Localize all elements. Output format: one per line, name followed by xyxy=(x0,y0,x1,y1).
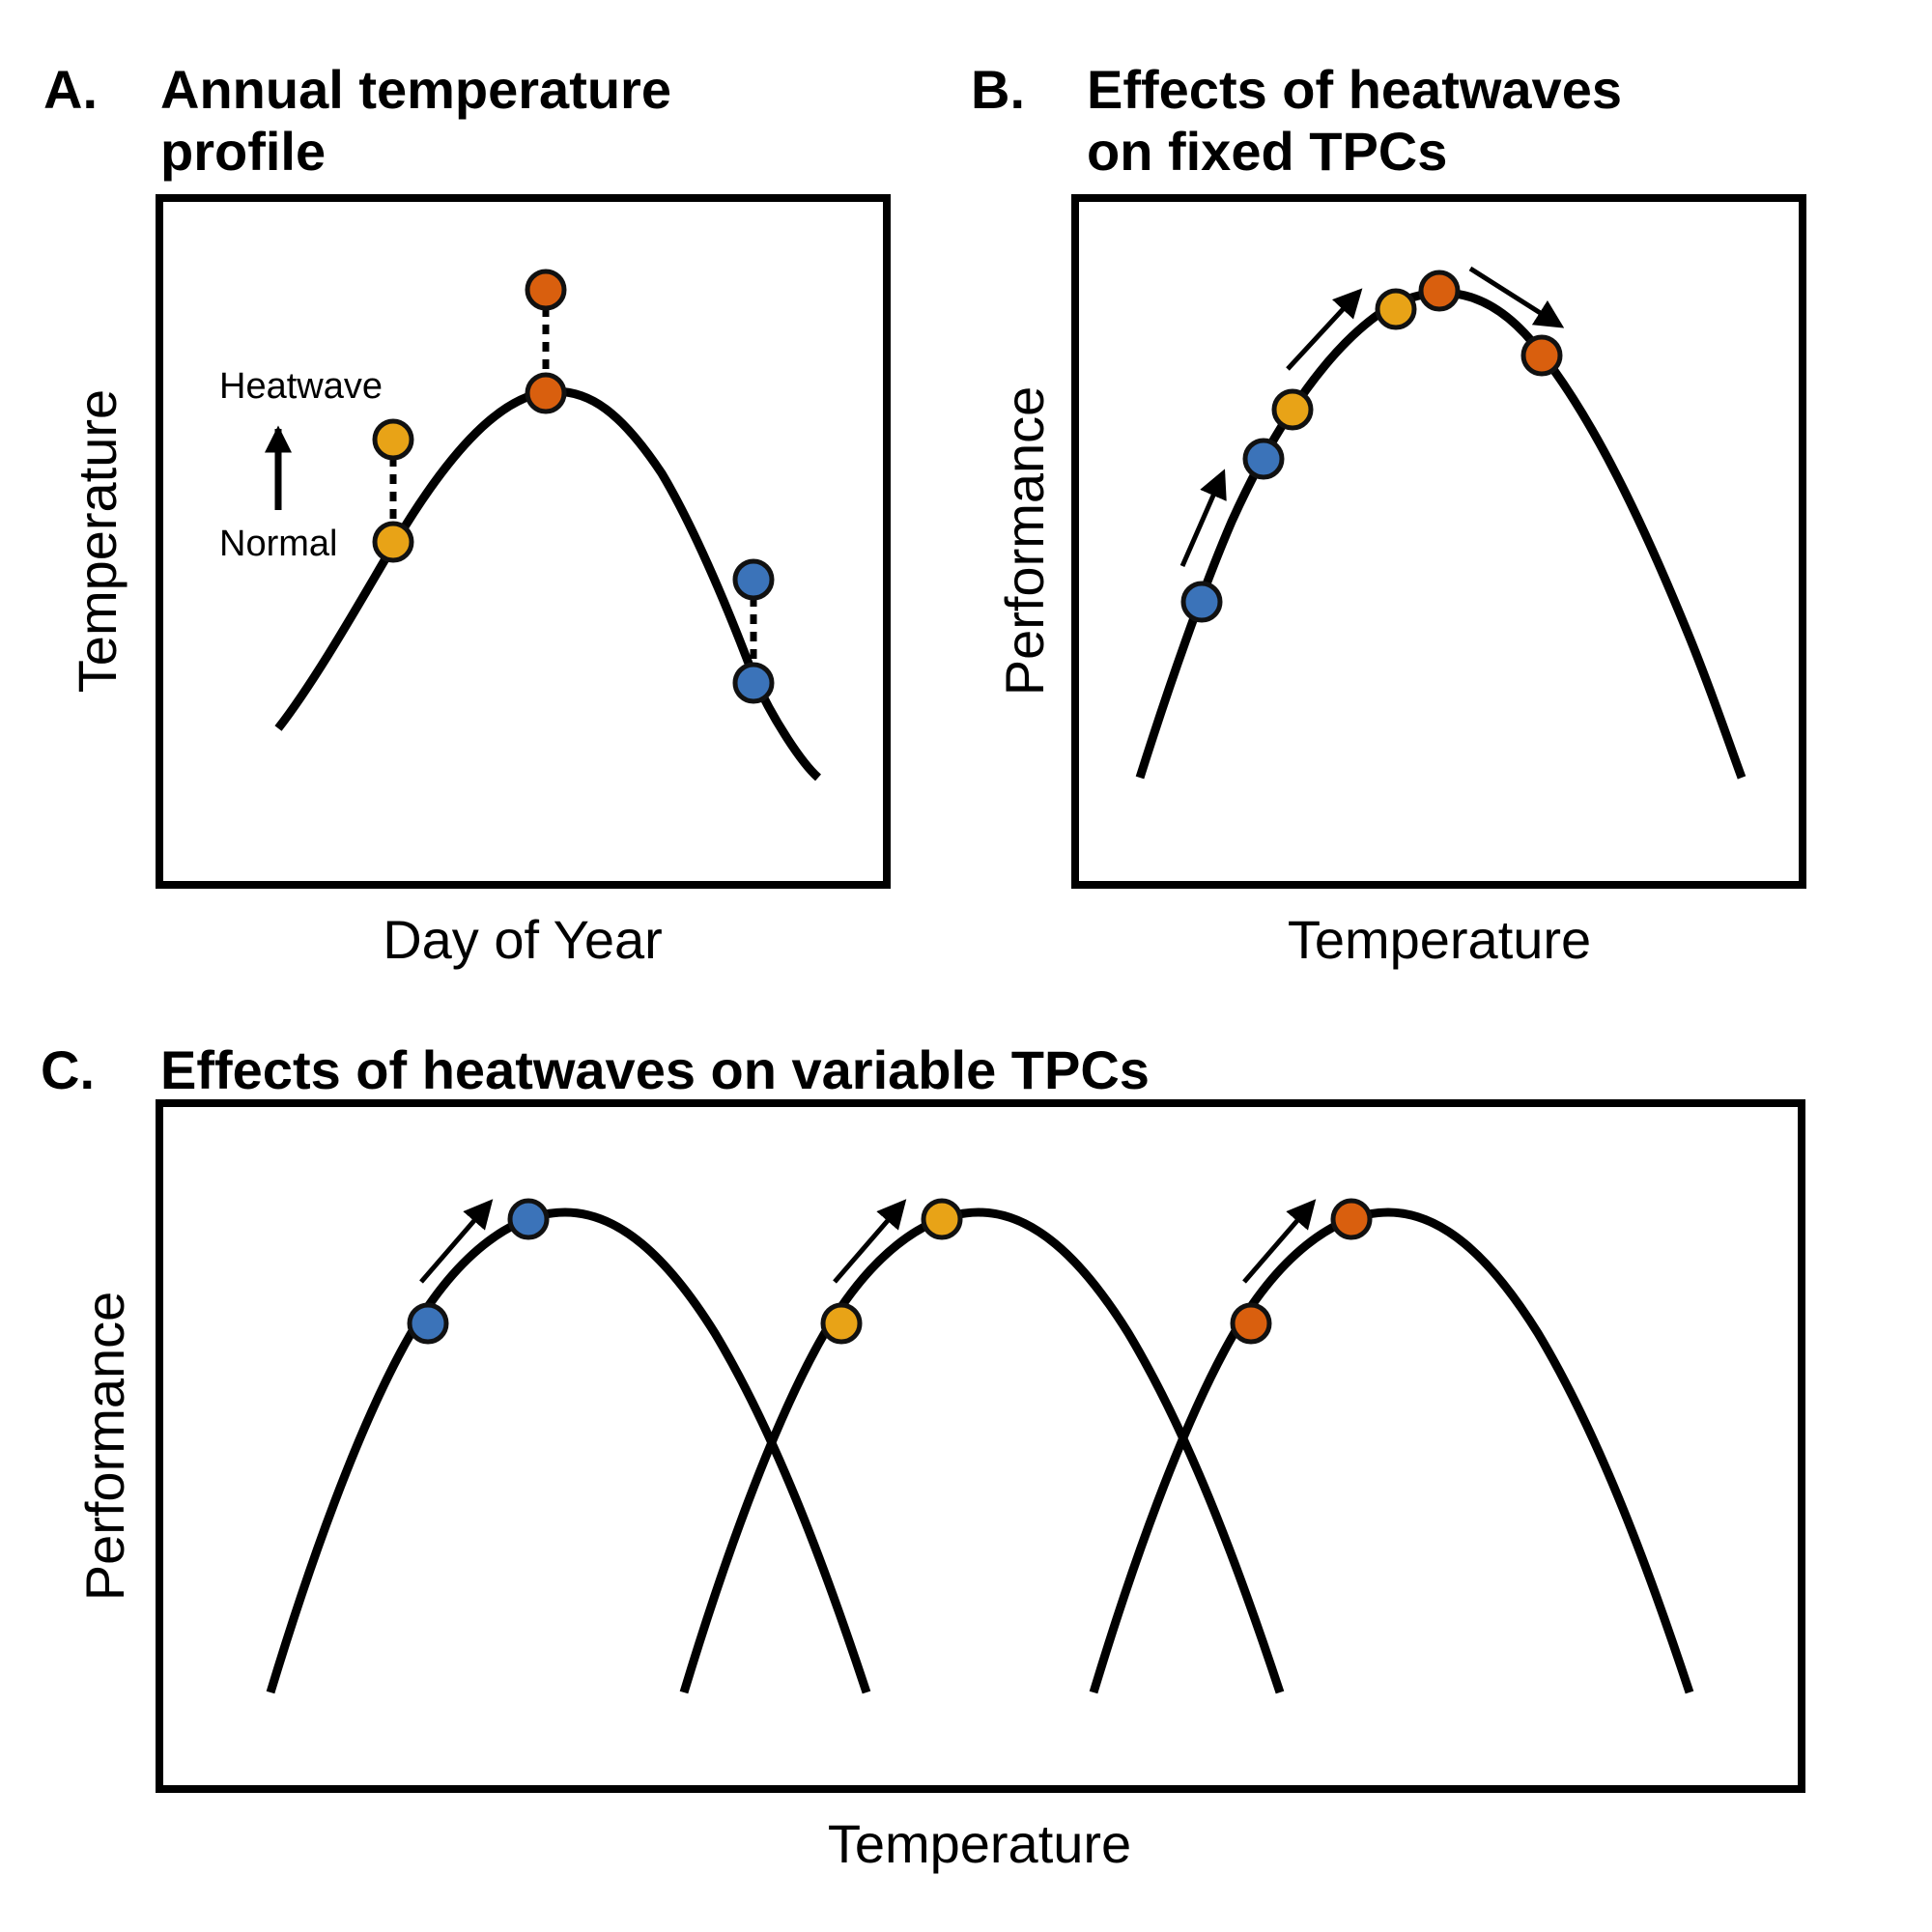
panel-c-letter: C. xyxy=(41,1039,95,1100)
panel-a-title-line2: profile xyxy=(160,121,326,182)
curve-3-heatwave-point xyxy=(1330,1198,1373,1240)
variable-tpc-curve-1 xyxy=(266,1208,871,1694)
panel-c-ylabel: Performance xyxy=(74,1292,135,1602)
panel-b-title-line1: Effects of heatwaves xyxy=(1087,59,1622,120)
panel-a-ylabel: Temperature xyxy=(67,389,128,693)
panel-c-xlabel: Temperature xyxy=(828,1813,1131,1874)
blue-heatwave-point xyxy=(1242,438,1285,480)
panel-a-frame xyxy=(156,194,891,889)
panel-b-title-line2: on fixed TPCs xyxy=(1087,121,1447,182)
panel-a-xlabel: Day of Year xyxy=(383,909,663,970)
legend-normal-label: Normal xyxy=(219,524,337,564)
orange-heatwave-point xyxy=(1520,334,1563,377)
panel-b-frame xyxy=(1071,194,1806,889)
curve-3-normal-point xyxy=(1230,1302,1272,1345)
variable-tpc-curve-3 xyxy=(1089,1208,1694,1694)
blue-normal-point xyxy=(1180,581,1223,623)
spring-heatwave-point xyxy=(372,418,414,461)
panel-b-ylabel: Performance xyxy=(994,386,1055,696)
variable-tpc-curve-2 xyxy=(679,1208,1285,1694)
panel-b-xlabel: Temperature xyxy=(1288,909,1591,970)
yellow-heatwave-point xyxy=(1375,288,1417,330)
panel-b: B. Effects of heatwaves on fixed TPCs Pe… xyxy=(971,59,1806,970)
curve-3-shift-arrow xyxy=(1242,1199,1317,1284)
panel-a: A. Annual temperature profile Temperatur… xyxy=(43,59,891,970)
curve-2-normal-point xyxy=(820,1302,863,1345)
orange-normal-point xyxy=(1418,270,1461,312)
panel-a-letter: A. xyxy=(43,59,98,120)
autumn-heatwave-point xyxy=(732,558,775,601)
spring-normal-point xyxy=(372,521,414,563)
panel-b-letter: B. xyxy=(971,59,1025,120)
summer-heatwave-point xyxy=(525,269,567,311)
autumn-normal-point xyxy=(732,662,775,704)
curve-1-normal-point xyxy=(407,1302,449,1345)
fixed-tpc-curve xyxy=(1135,288,1747,780)
curve-2-heatwave-point xyxy=(921,1198,963,1240)
curve-1-shift-arrow xyxy=(419,1199,494,1284)
panel-c-frame xyxy=(156,1099,1805,1793)
yellow-normal-point xyxy=(1271,388,1314,431)
orange-shift-arrow xyxy=(1468,266,1565,328)
panel-c: C. Effects of heatwaves on variable TPCs… xyxy=(41,1039,1805,1874)
summer-normal-point xyxy=(525,372,567,414)
yellow-shift-arrow xyxy=(1286,288,1363,371)
curve-2-shift-arrow xyxy=(833,1199,907,1284)
blue-shift-arrow xyxy=(1179,469,1227,568)
curve-1-heatwave-point xyxy=(507,1198,550,1240)
legend-heatwave-label: Heatwave xyxy=(219,366,383,407)
panel-c-title: Effects of heatwaves on variable TPCs xyxy=(160,1039,1150,1100)
panel-a-title-line1: Annual temperature xyxy=(160,59,671,120)
